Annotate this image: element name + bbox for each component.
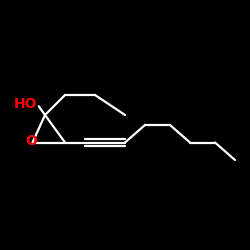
- Text: O: O: [26, 134, 38, 148]
- Text: HO: HO: [14, 97, 37, 111]
